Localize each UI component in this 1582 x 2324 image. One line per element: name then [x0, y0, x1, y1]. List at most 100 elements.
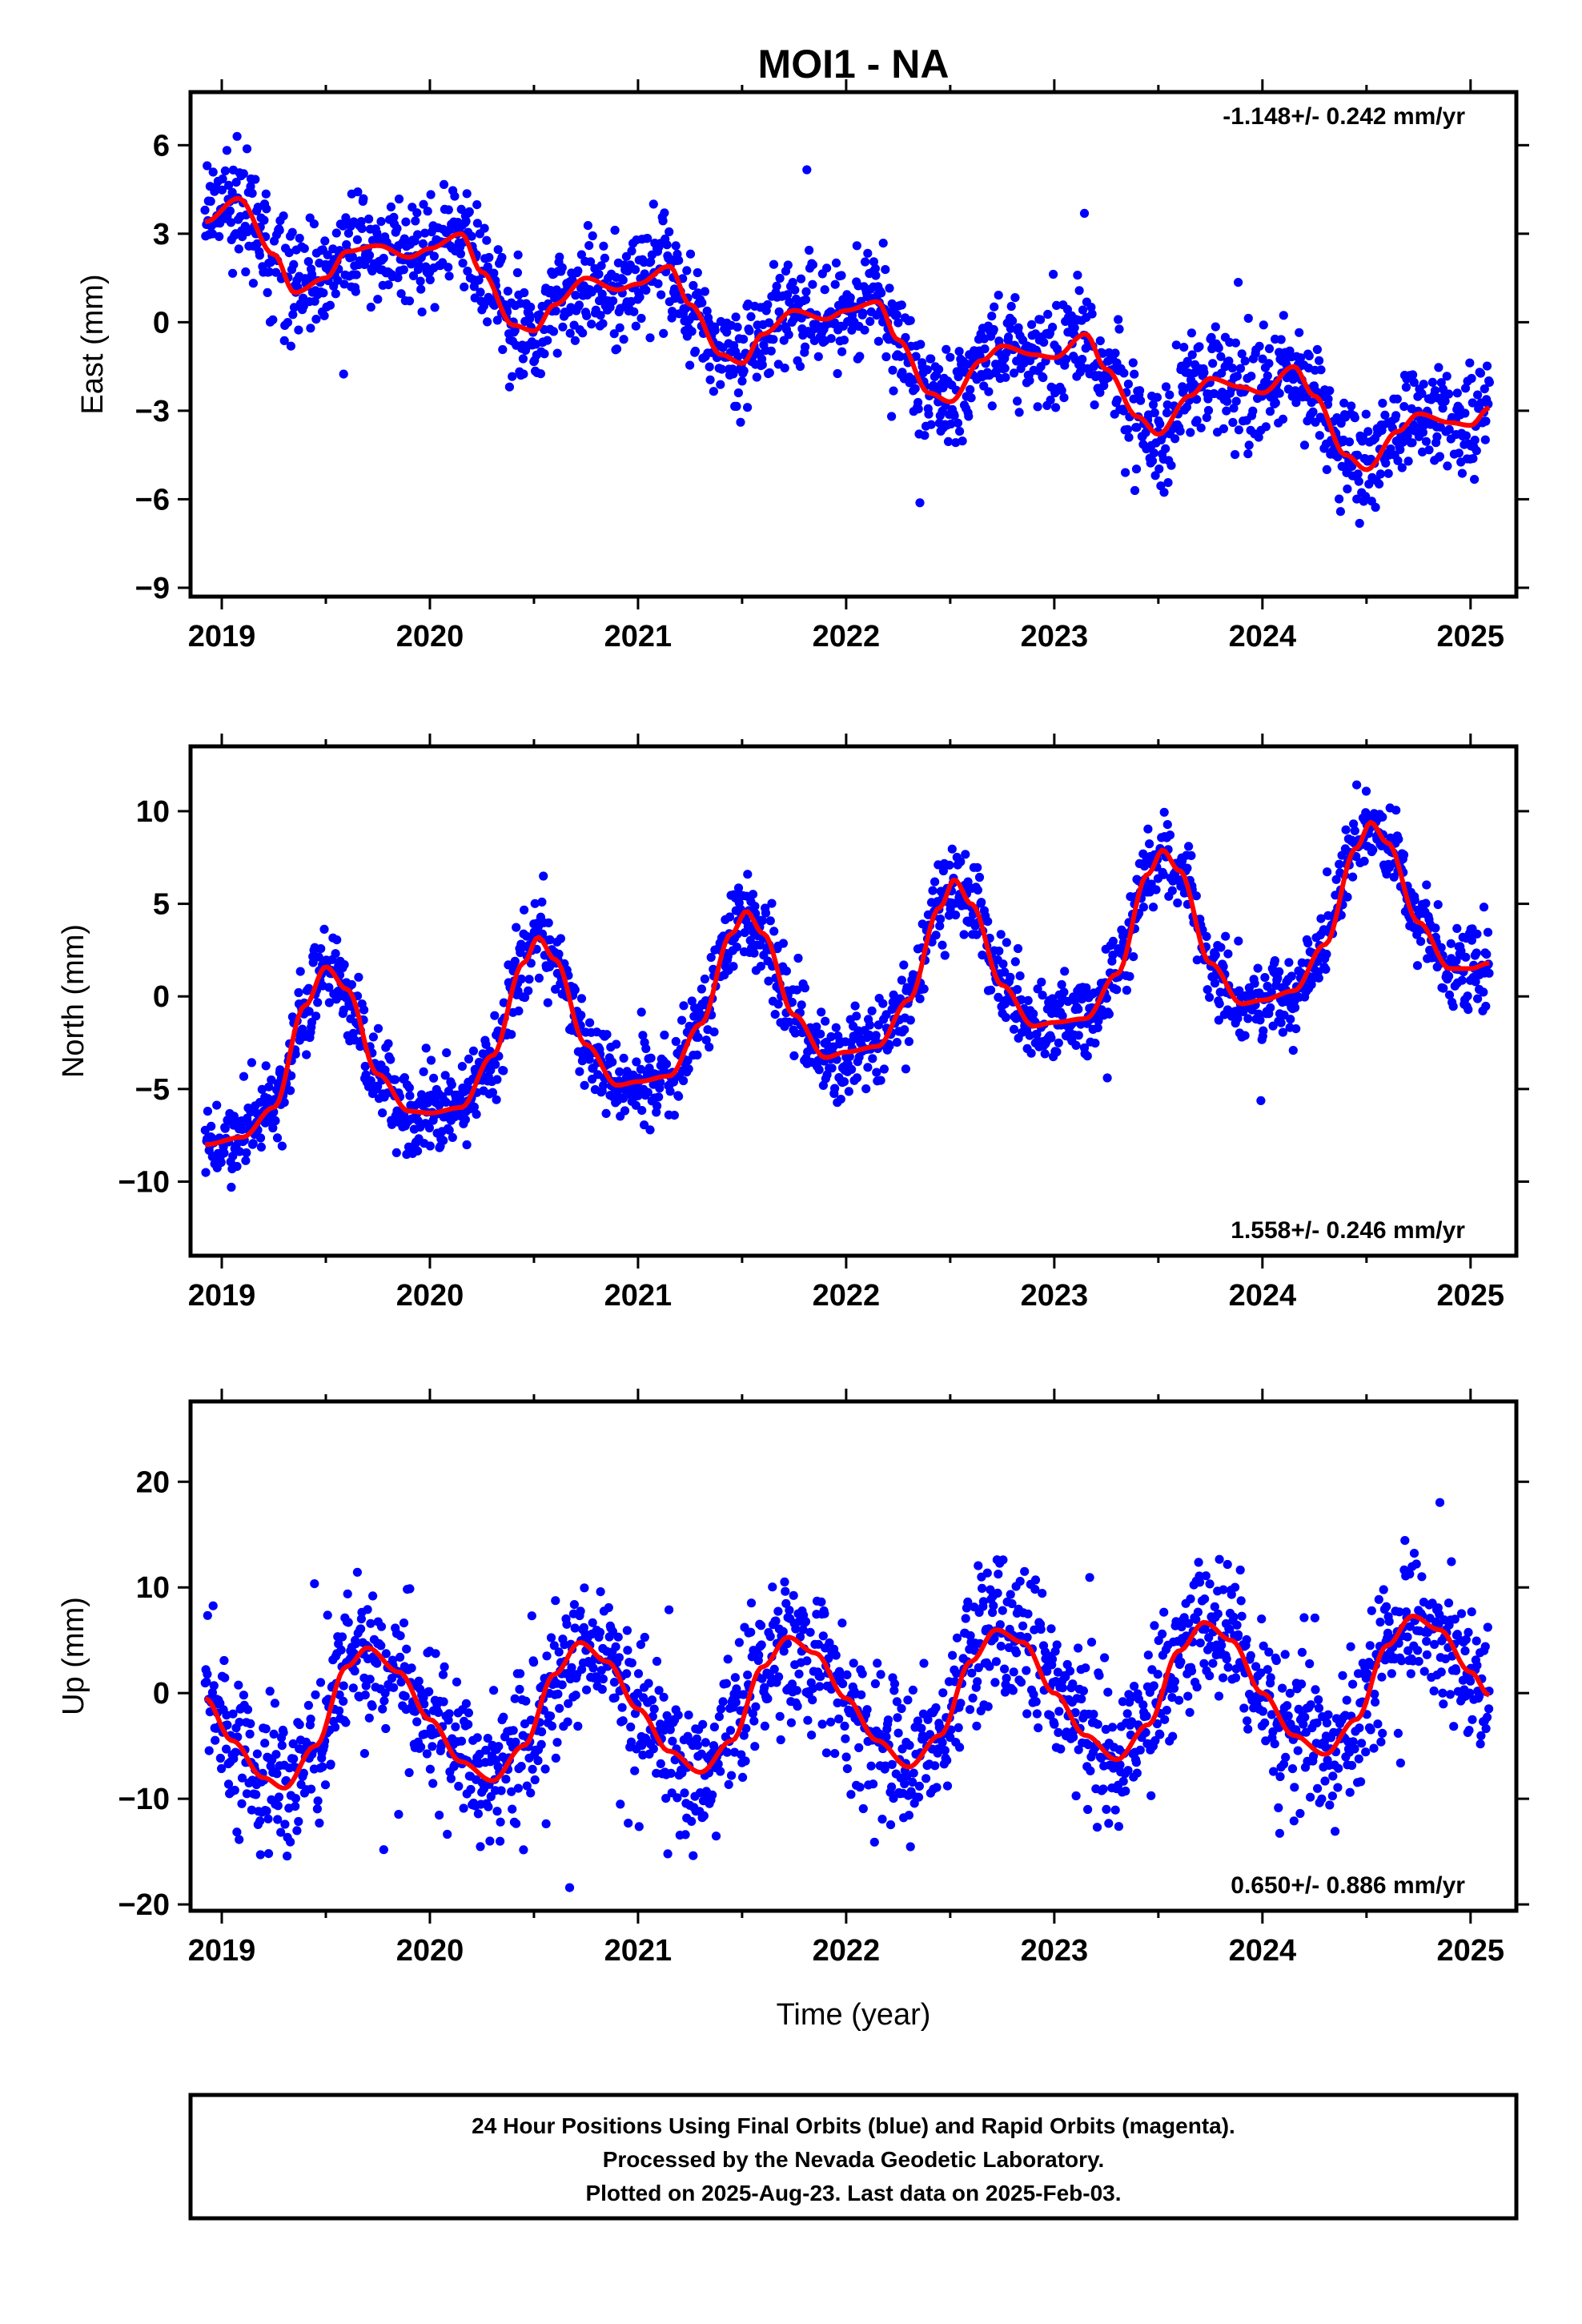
data-point [537, 897, 547, 907]
data-point [987, 401, 997, 411]
data-point [1037, 977, 1046, 987]
data-point [376, 217, 386, 227]
data-point [723, 1655, 733, 1664]
data-point [802, 165, 812, 175]
data-point [1053, 1667, 1062, 1677]
data-point [1121, 468, 1130, 477]
data-point [855, 352, 865, 361]
data-point [1030, 1625, 1039, 1634]
data-point [1240, 1031, 1250, 1040]
data-point [225, 206, 235, 215]
data-point [463, 266, 472, 276]
data-point [440, 1662, 449, 1671]
data-point [412, 208, 422, 218]
data-point [536, 1739, 546, 1749]
y-tick-label: −9 [135, 572, 170, 605]
data-point [1394, 834, 1403, 844]
data-point [482, 235, 492, 245]
data-point [461, 216, 471, 226]
data-point [974, 1561, 983, 1570]
data-point [247, 1805, 256, 1815]
data-point [892, 1697, 901, 1707]
data-point [1038, 991, 1047, 1000]
data-point [705, 375, 715, 384]
data-point [1321, 964, 1331, 974]
data-point [553, 1689, 563, 1699]
data-point [448, 1132, 457, 1142]
data-point [1352, 450, 1363, 460]
data-point [507, 1030, 516, 1039]
data-point [255, 1816, 265, 1826]
data-point [1333, 452, 1343, 462]
data-point [1316, 365, 1326, 375]
data-point [764, 976, 773, 986]
data-point [508, 372, 517, 381]
data-point [1343, 485, 1352, 494]
data-point [608, 1057, 617, 1067]
data-point [615, 323, 624, 332]
data-point [717, 364, 727, 374]
data-point [615, 1067, 624, 1076]
data-point [444, 205, 453, 215]
data-point [483, 1734, 492, 1743]
data-point [808, 1695, 817, 1705]
data-point [288, 310, 298, 320]
data-point [1259, 1026, 1268, 1035]
data-point [1192, 416, 1202, 425]
data-point [1074, 1031, 1083, 1040]
data-point [257, 1084, 267, 1094]
data-point [368, 1032, 378, 1042]
data-point [1255, 341, 1264, 351]
data-point [665, 1087, 675, 1096]
data-point [291, 1049, 300, 1059]
data-point [942, 344, 951, 354]
data-point [1371, 502, 1380, 513]
data-point [311, 315, 321, 324]
data-point [1381, 458, 1391, 468]
data-point [1034, 1723, 1043, 1733]
data-point [1002, 1674, 1011, 1683]
data-point [464, 1054, 474, 1063]
data-point [1392, 394, 1402, 404]
y-tick-label: −6 [135, 483, 170, 517]
data-point [547, 1721, 557, 1731]
data-point [1232, 372, 1242, 381]
data-point [951, 911, 961, 920]
data-point [1032, 1029, 1042, 1039]
data-point [451, 1722, 460, 1731]
east-plot-area [191, 92, 1516, 597]
data-point [511, 1737, 520, 1747]
data-point [923, 1715, 933, 1724]
data-point [915, 498, 925, 508]
data-point [307, 1784, 316, 1794]
data-point [1264, 344, 1275, 353]
data-point [896, 352, 905, 361]
data-point [1163, 478, 1173, 488]
data-point [900, 1025, 909, 1035]
data-point [351, 1638, 360, 1649]
data-point [1086, 1638, 1097, 1647]
data-point [1410, 895, 1419, 905]
y-tick-label: 0 [153, 306, 170, 340]
data-point [313, 1796, 323, 1806]
data-point [659, 1692, 669, 1702]
data-point [885, 283, 894, 293]
data-point [1250, 979, 1259, 988]
data-point [508, 1726, 518, 1735]
data-point [665, 1725, 675, 1735]
data-point [889, 1686, 899, 1695]
data-point [1038, 372, 1048, 383]
data-point [331, 949, 340, 959]
data-point [769, 927, 779, 936]
data-point [504, 382, 515, 392]
data-point [920, 431, 930, 440]
data-point [770, 1010, 780, 1019]
data-point [516, 1762, 526, 1771]
data-point [917, 1723, 926, 1733]
data-point [351, 270, 361, 279]
x-tick-label: 2025 [1437, 620, 1505, 653]
data-point [239, 1691, 248, 1700]
data-point [1235, 364, 1246, 373]
data-point [387, 1674, 397, 1683]
data-point [203, 1669, 212, 1679]
